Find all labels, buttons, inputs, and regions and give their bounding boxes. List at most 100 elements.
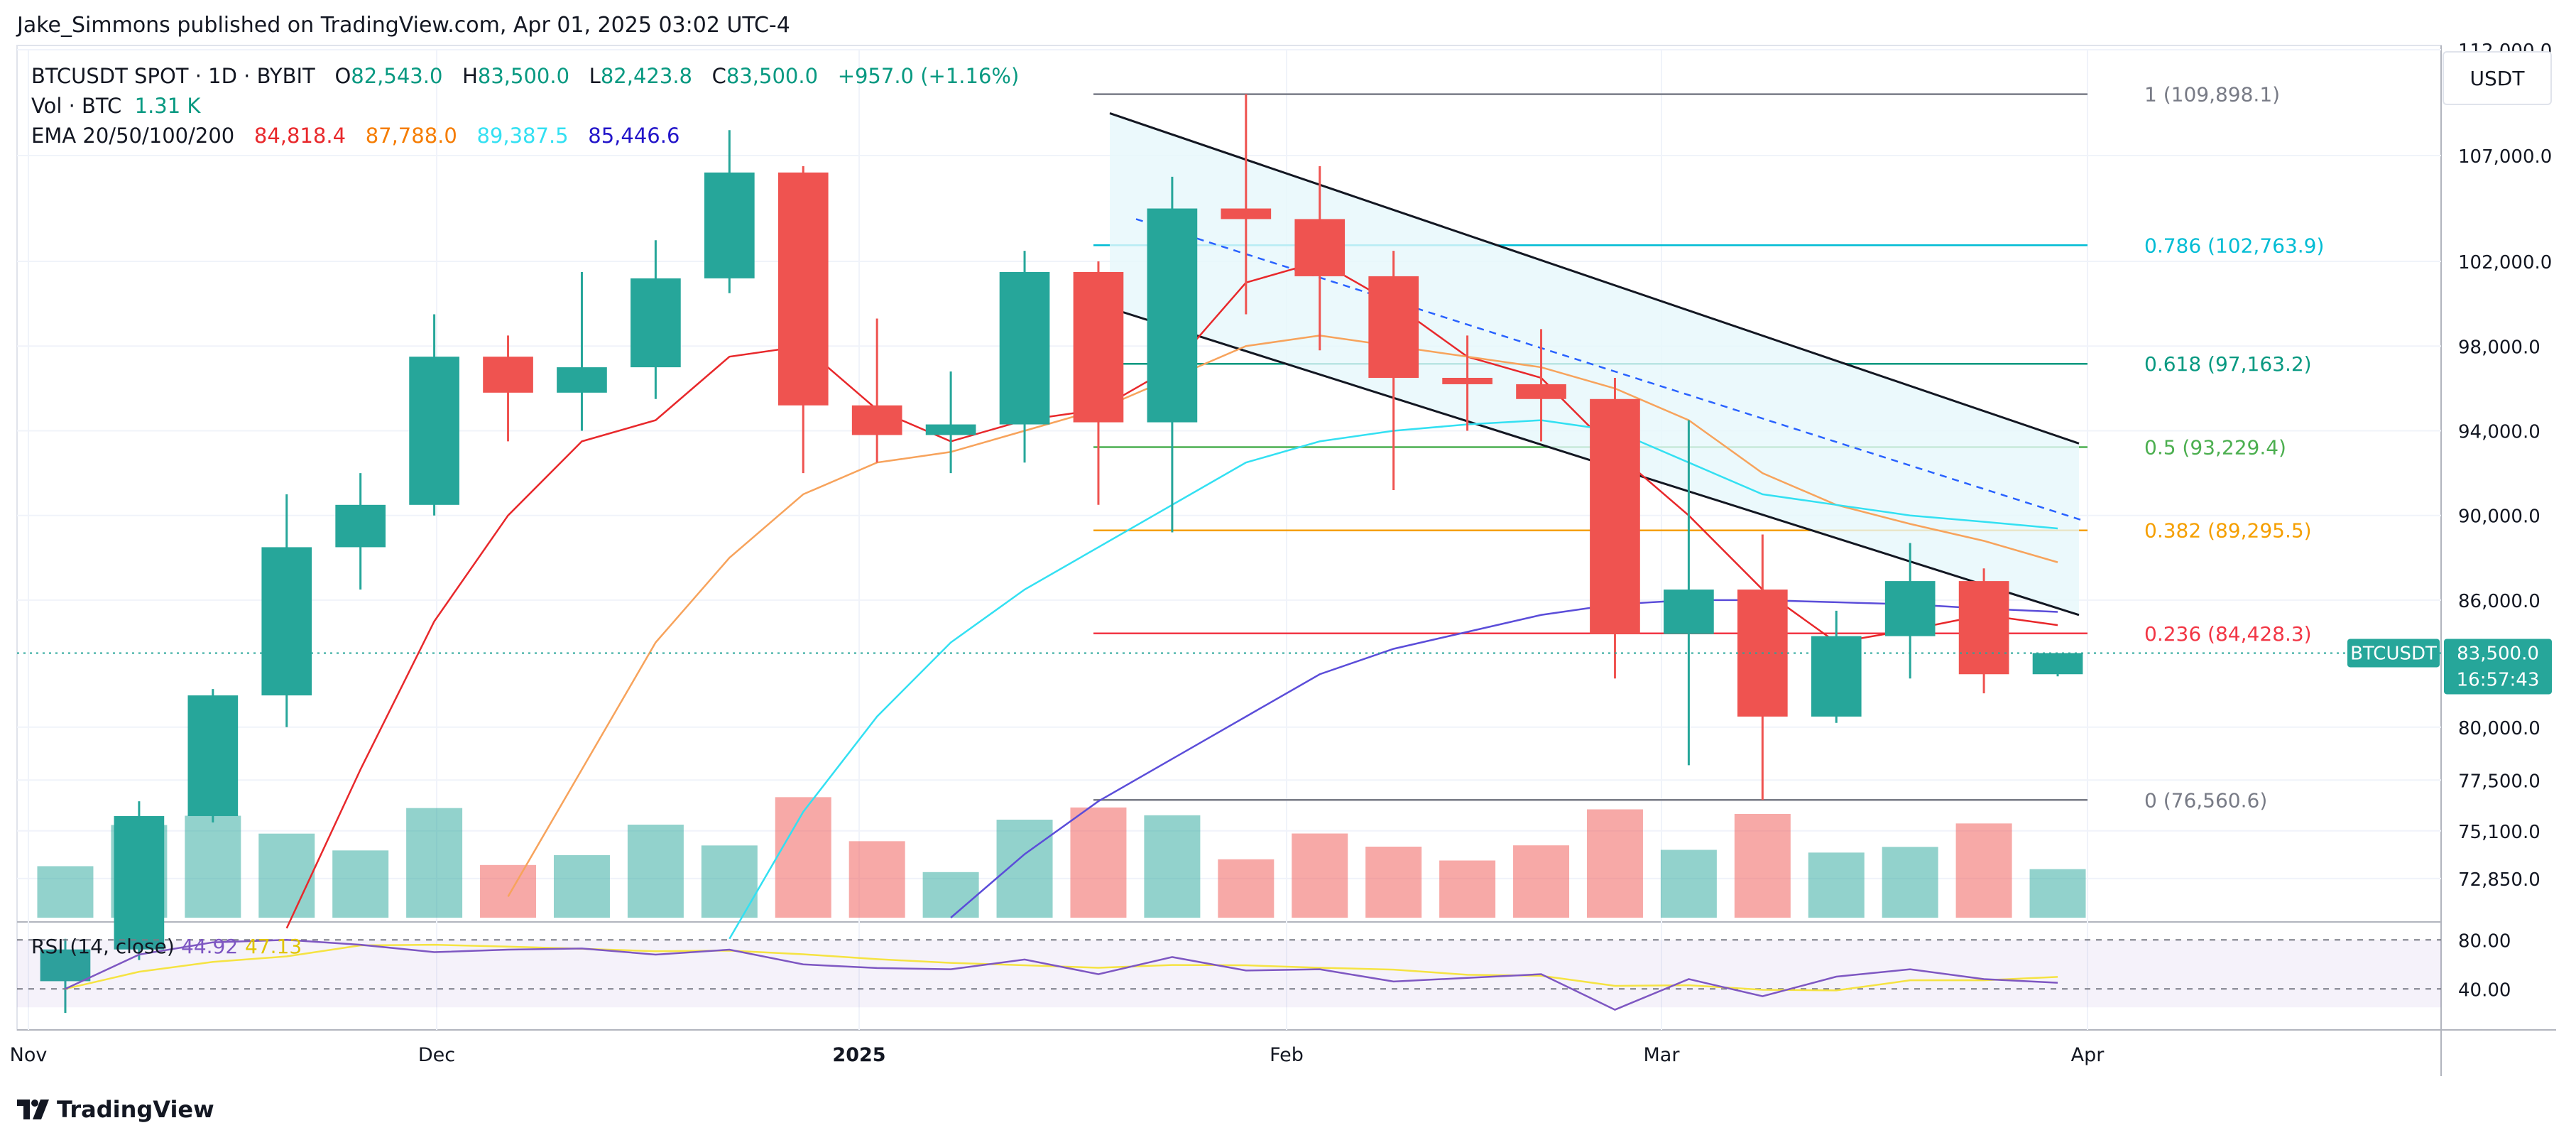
- brand-text: TradingView: [57, 1096, 214, 1123]
- volume-bar: [1734, 814, 1791, 918]
- volume-bar: [1439, 860, 1496, 918]
- rsi-label: RSI (14, close): [31, 935, 175, 958]
- price-tick-label: 77,500.0: [2458, 771, 2540, 792]
- channel-fill: [1110, 113, 2079, 615]
- volume-bar: [996, 820, 1053, 918]
- currency-button[interactable]: USDT: [2443, 51, 2552, 105]
- candle-body: [1811, 636, 1862, 717]
- time-tick-label: Apr: [2071, 1044, 2105, 1066]
- candle-body: [1221, 208, 1272, 219]
- price-tick-label: 75,100.0: [2458, 822, 2540, 843]
- candle-body: [1516, 384, 1566, 399]
- volume-bar: [1955, 823, 2012, 918]
- ohlc-row: BTCUSDT SPOT · 1D · BYBIT O82,543.0 H83,…: [31, 61, 1019, 91]
- last-price-label: BTCUSDT 83,500.0 16:57:43: [17, 639, 2552, 695]
- candle-body: [1884, 581, 1936, 636]
- candle-body: [999, 271, 1050, 425]
- volume-bars: [37, 797, 2086, 918]
- chart-legend: BTCUSDT SPOT · 1D · BYBIT O82,543.0 H83,…: [31, 61, 1019, 151]
- candle-body: [557, 367, 607, 393]
- tradingview-logo-icon: [17, 1100, 49, 1119]
- volume-bar: [258, 833, 315, 918]
- fib-level-label: 0.382 (89,295.5): [2144, 519, 2312, 543]
- volume-row: Vol · BTC 1.31 K: [31, 91, 1019, 121]
- volume-bar: [480, 864, 537, 918]
- candle-body: [1958, 581, 2009, 675]
- publisher-line: Jake_Simmons published on TradingView.co…: [17, 13, 790, 38]
- last-price-text: 83,500.0: [2457, 643, 2539, 664]
- rsi-line: [65, 938, 2058, 1011]
- rsi-band: [17, 940, 2441, 1008]
- ema200-line: [950, 599, 2058, 918]
- volume-value: 1.31 K: [134, 94, 201, 118]
- volume-bar: [775, 797, 831, 918]
- rsi-pane: RSI (14, close) 44.92 47.13: [17, 935, 2441, 1011]
- volume-bar: [1070, 807, 1127, 918]
- price-tick-label: 80,000.0: [2458, 718, 2540, 739]
- candle-body: [1368, 276, 1419, 378]
- time-tick-label: Feb: [1270, 1044, 1304, 1066]
- fib-level-label: 0.786 (102,763.9): [2144, 234, 2324, 257]
- rsi-ma-value: 47.13: [245, 935, 302, 958]
- volume-bar: [406, 808, 463, 918]
- fib-level-label: 0.618 (97,163.2): [2144, 352, 2312, 376]
- volume-bar: [1882, 847, 1938, 918]
- volume-bar: [1292, 833, 1348, 918]
- fib-level-label: 0.5 (93,229.4): [2144, 435, 2286, 459]
- volume-bar: [1586, 809, 1643, 918]
- volume-bar: [1513, 845, 1570, 918]
- countdown-text: 16:57:43: [2457, 669, 2540, 690]
- price-tick-label: 107,000.0: [2458, 146, 2552, 168]
- candle-body: [704, 172, 755, 278]
- candle-body: [1590, 398, 1640, 634]
- symbol-tag-text: BTCUSDT: [2350, 643, 2437, 664]
- symbol-tag: [2347, 639, 2440, 668]
- open-key: O: [334, 64, 351, 88]
- ema50-line: [507, 335, 2058, 897]
- candle-body: [483, 357, 533, 393]
- open-value: 82,543.0: [351, 64, 443, 88]
- time-tick-label: Mar: [1644, 1044, 1681, 1066]
- time-tick-label: Dec: [418, 1044, 455, 1066]
- volume-bar: [1144, 815, 1201, 918]
- candle-body: [1073, 271, 1124, 423]
- volume-bar: [701, 845, 758, 918]
- price-tick-label: 94,000.0: [2458, 421, 2540, 443]
- volume-bar: [2029, 869, 2086, 918]
- rsi-value: 44.92: [181, 935, 238, 958]
- volume-bar: [627, 825, 684, 918]
- tradingview-brand[interactable]: TradingView: [17, 1096, 214, 1123]
- last-price-tag: [2444, 639, 2552, 695]
- candle-body: [631, 278, 681, 368]
- volume-bar: [1365, 847, 1422, 918]
- price-tick-label: 102,000.0: [2458, 252, 2552, 273]
- channel-upper-line: [1109, 112, 2080, 445]
- ema100-value: 89,387.5: [476, 124, 569, 148]
- candle-body: [409, 357, 459, 505]
- volume-bar: [185, 815, 241, 918]
- candle-body: [925, 424, 976, 435]
- low-value: 82,423.8: [600, 64, 692, 88]
- ema-label[interactable]: EMA 20/50/100/200: [31, 124, 235, 148]
- candle-body: [187, 695, 239, 816]
- volume-bar: [848, 841, 905, 918]
- volume-bar: [1660, 849, 1717, 918]
- volume-bar: [922, 872, 979, 918]
- symbol-label[interactable]: BTCUSDT SPOT · 1D · BYBIT: [31, 64, 315, 88]
- candlesticks: [40, 94, 2083, 1014]
- price-tick-label: 86,000.0: [2458, 591, 2540, 612]
- ema200-value: 85,446.6: [588, 124, 680, 148]
- change-value: +957.0 (+1.16%): [837, 64, 1020, 88]
- fib-level-label: 0.236 (84,428.3): [2144, 622, 2312, 646]
- volume-label[interactable]: Vol · BTC: [31, 94, 122, 118]
- candle-body: [1147, 208, 1198, 423]
- time-tick-label: Nov: [10, 1044, 48, 1066]
- volume-bar: [553, 855, 610, 918]
- volume-bar: [37, 866, 94, 918]
- close-value: 83,500.0: [726, 64, 819, 88]
- candle-body: [40, 949, 91, 982]
- candle-body: [114, 815, 165, 950]
- chart-axes: 112,000.0107,000.0102,000.098,000.094,00…: [10, 40, 2553, 1066]
